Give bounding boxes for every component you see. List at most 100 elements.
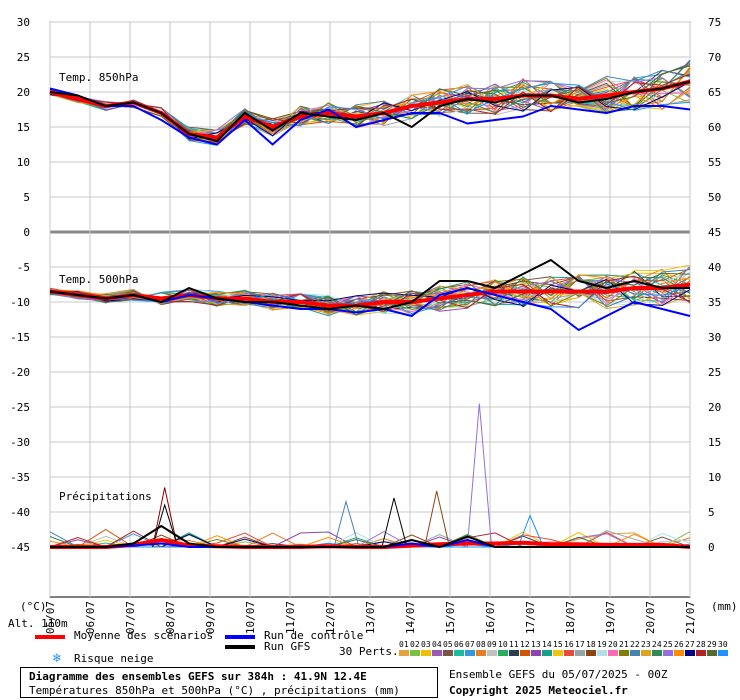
perturbation-swatch	[553, 650, 563, 656]
info-subtitle: Températures 850hPa et 500hPa (°C) , pré…	[29, 684, 400, 697]
perturbation-swatch	[564, 650, 574, 656]
run-label: Ensemble GEFS du 05/07/2025 - 00Z	[449, 668, 668, 681]
info-title: Diagramme des ensembles GEFS sur 384h : …	[29, 670, 367, 683]
perturbation-swatch	[531, 650, 541, 656]
panel-label-500: Temp. 500hPa	[59, 273, 138, 286]
perturbation-swatch	[652, 650, 662, 656]
x-tick-label: 17/07	[524, 601, 537, 634]
x-tick-label: 20/07	[644, 601, 657, 634]
precip-peak-line	[333, 499, 359, 548]
copyright-label: Copyright 2025 Meteociel.fr	[449, 684, 628, 697]
right-tick-label: 60	[708, 121, 721, 134]
panel-label-precip: Précipitations	[59, 490, 152, 503]
right-tick-label: 35	[708, 296, 721, 309]
perturbation-number: 29	[707, 640, 717, 649]
perturbation-swatch	[476, 650, 486, 656]
perturbation-number: 09	[487, 640, 497, 649]
perturbation-swatch	[619, 650, 629, 656]
left-tick-label: 30	[17, 16, 30, 29]
perturbation-swatch	[663, 650, 673, 656]
series-line	[49, 80, 691, 142]
perturbation-number: 01	[399, 640, 409, 649]
perturbation-number: 03	[421, 640, 431, 649]
perturbation-number: 22	[630, 640, 640, 649]
perturbation-number: 18	[586, 640, 596, 649]
perturbation-number: 16	[564, 640, 574, 649]
x-tick-label: 06/07	[84, 601, 97, 634]
perturbation-number: 10	[498, 640, 508, 649]
right-tick-label: 0	[708, 541, 715, 554]
right-tick-label: 5	[708, 506, 715, 519]
perturbation-number: 26	[674, 640, 684, 649]
perturbation-number: 14	[542, 640, 552, 649]
left-tick-label: -25	[10, 401, 30, 414]
perturbation-number: 12	[520, 640, 530, 649]
perturbation-number: 13	[531, 640, 541, 649]
perturbation-swatch	[707, 650, 717, 656]
right-tick-label: 45	[708, 226, 721, 239]
left-tick-label: 5	[23, 191, 30, 204]
perturbation-swatch	[421, 650, 431, 656]
perturbation-number: 05	[443, 640, 453, 649]
perturbation-swatch	[674, 650, 684, 656]
x-tick-label: 19/07	[604, 601, 617, 634]
right-tick-label: 20	[708, 401, 721, 414]
member-line-850	[49, 73, 691, 143]
legend-perts-label: 30 Perts.	[339, 645, 399, 658]
perturbation-swatch	[520, 650, 530, 656]
right-tick-label: 15	[708, 436, 721, 449]
perturbation-number: 19	[597, 640, 607, 649]
left-tick-label: 20	[17, 86, 30, 99]
legend-mean-swatch	[35, 635, 65, 639]
right-tick-label: 10	[708, 471, 721, 484]
legend-gfs-swatch	[225, 645, 255, 649]
perturbation-number: 08	[476, 640, 486, 649]
perturbation-swatch	[443, 650, 453, 656]
panel-label-850: Temp. 850hPa	[59, 71, 138, 84]
left-tick-label: -45	[10, 541, 30, 554]
precip-peak-line	[152, 503, 178, 548]
x-tick-label: 18/07	[564, 601, 577, 634]
perturbation-number: 23	[641, 640, 651, 649]
perturbation-number: 04	[432, 640, 442, 649]
perturbation-number: 27	[685, 640, 695, 649]
right-tick-label: 50	[708, 191, 721, 204]
legend-snow-label: Risque neige	[74, 652, 154, 665]
left-tick-label: 25	[17, 51, 30, 64]
perturbation-number: 25	[663, 640, 673, 649]
precip-peak-line	[381, 497, 407, 548]
right-tick-label: 40	[708, 261, 721, 274]
x-tick-label: 15/07	[444, 601, 457, 634]
right-tick-label: 30	[708, 331, 721, 344]
perturbation-number: 20	[608, 640, 618, 649]
perturbation-swatch	[454, 650, 464, 656]
perturbation-swatch	[586, 650, 596, 656]
perturbation-number: 24	[652, 640, 662, 649]
x-tick-label: 08/07	[164, 601, 177, 634]
perturbation-swatch	[432, 650, 442, 656]
snow-icon: ❄	[53, 651, 61, 666]
precip-peak-line	[152, 487, 178, 548]
perturbation-number: 11	[509, 640, 519, 649]
perturbation-swatch	[509, 650, 519, 656]
perturbation-swatch	[685, 650, 695, 656]
perturbation-swatch	[399, 650, 409, 656]
x-tick-label: 21/07	[684, 601, 697, 634]
perturbation-number: 06	[454, 640, 464, 649]
perturbation-number: 28	[696, 640, 706, 649]
legend-control-label: Run de contrôle	[264, 629, 364, 642]
perturbation-number: 17	[575, 640, 585, 649]
perturbation-swatch	[630, 650, 640, 656]
perturbation-number: 15	[553, 640, 563, 649]
perturbation-swatch	[641, 650, 651, 656]
left-tick-label: -35	[10, 471, 30, 484]
series-line	[49, 282, 691, 308]
x-tick-label: 10/07	[244, 601, 257, 634]
series-line	[49, 259, 690, 310]
perturbation-swatch	[597, 650, 607, 656]
perturbation-swatch	[465, 650, 475, 656]
precip-peak-line	[466, 403, 492, 548]
altitude-label: Alt. 110m	[8, 617, 68, 630]
left-axis-unit: (°C)	[20, 600, 47, 613]
